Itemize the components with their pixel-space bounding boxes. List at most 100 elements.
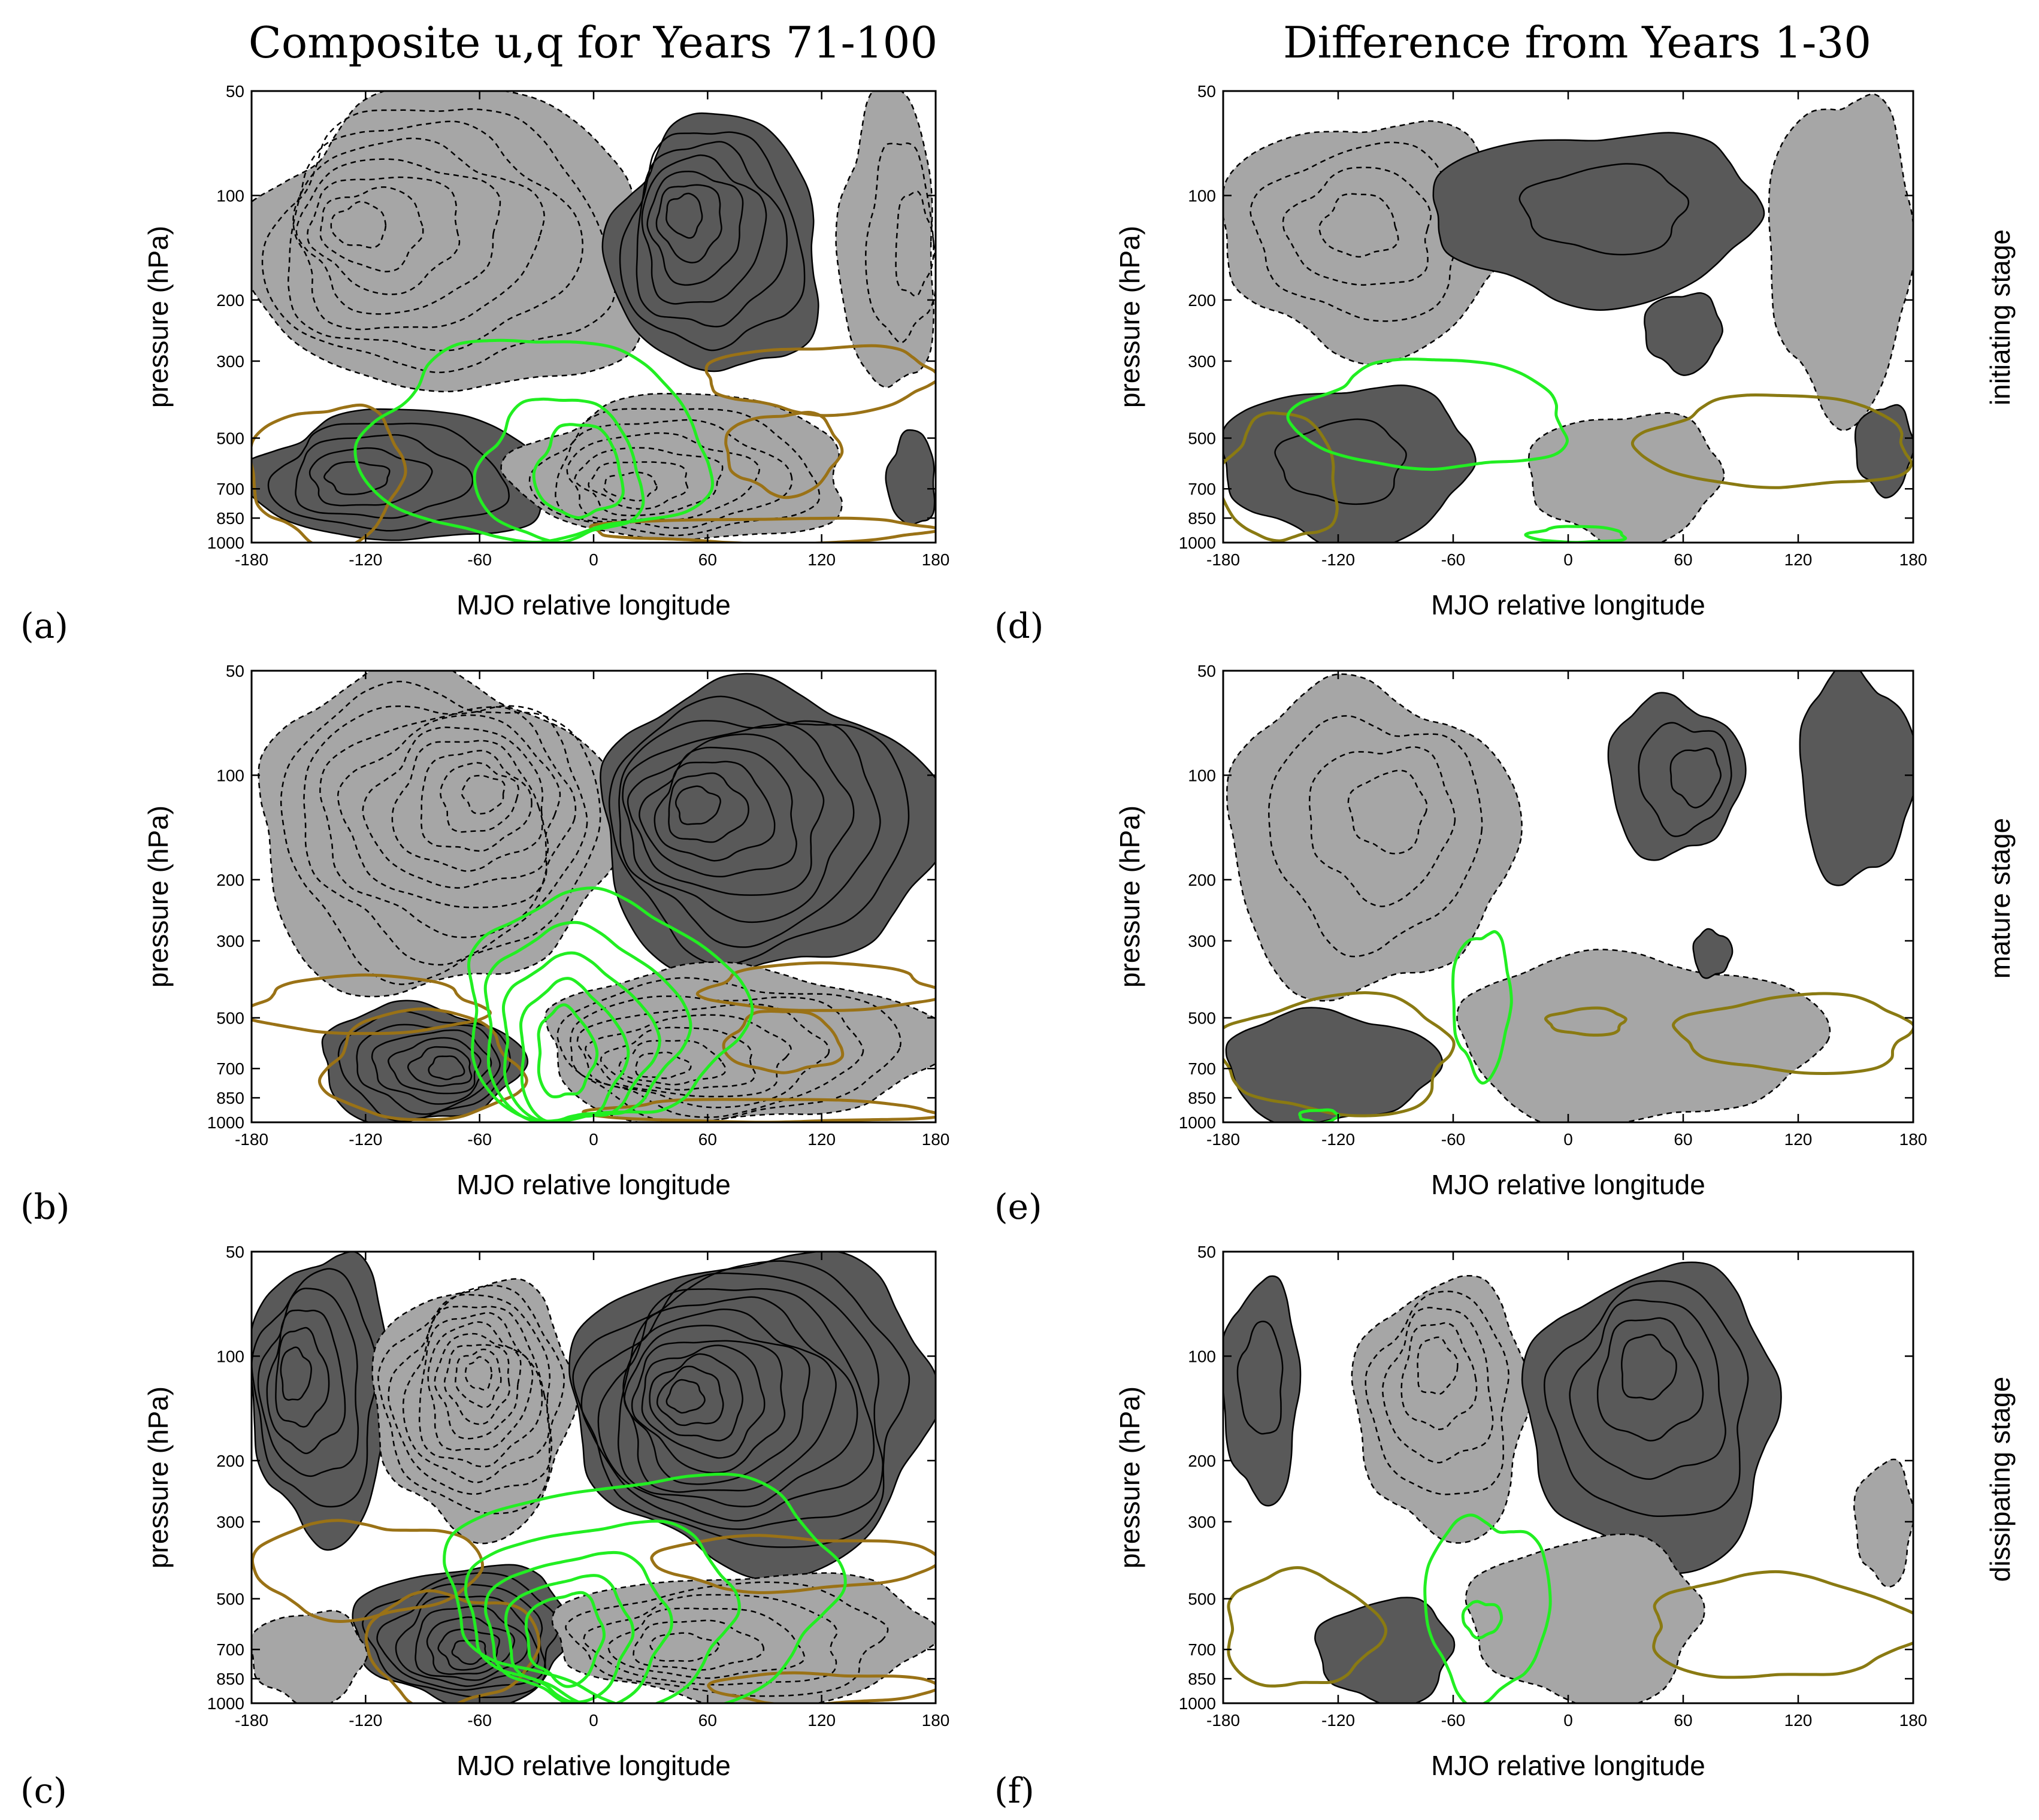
dashed-contour-line xyxy=(307,176,461,295)
green-contour xyxy=(519,977,630,1122)
x-axis-title: MJO relative longitude xyxy=(1431,1169,1705,1200)
negative-anomaly-region xyxy=(1351,1274,1532,1544)
x-tick-label: -60 xyxy=(467,550,491,569)
positive-anomaly-region xyxy=(1521,1261,1782,1574)
y-tick-label: 300 xyxy=(216,352,244,371)
x-tick-label: -120 xyxy=(349,550,382,569)
solid-contour-line xyxy=(654,761,776,862)
x-tick-label: -180 xyxy=(1206,1130,1240,1149)
y-tick-label: 500 xyxy=(1188,1590,1216,1609)
x-tick-label: -60 xyxy=(467,1711,491,1730)
y-axis-title: pressure (hPa) xyxy=(1114,1386,1145,1568)
anomaly-shading xyxy=(1351,1274,1532,1544)
plot-area xyxy=(252,1252,936,1703)
dashed-contour-line xyxy=(464,1356,493,1391)
anomaly-shading xyxy=(1465,1533,1705,1703)
panel-d: -180 -120 -60 0 60 120 180 50 100 200 300 500 700 850… xyxy=(994,82,1927,646)
dashed-contour-line xyxy=(1268,715,1483,958)
plot-area xyxy=(1223,1252,1913,1703)
dashed-contour-line xyxy=(555,419,793,529)
anomaly-shading xyxy=(1223,1275,1302,1507)
positive-anomaly-region xyxy=(601,112,819,373)
y-tick-label: 700 xyxy=(216,1640,244,1659)
y-tick-label: 200 xyxy=(1188,291,1216,310)
brown-contour xyxy=(364,1589,541,1703)
anomaly-shading xyxy=(1432,132,1765,311)
brown-contour xyxy=(582,1098,936,1122)
brown-contour xyxy=(317,1007,528,1121)
positive-anomaly-region xyxy=(1432,132,1765,311)
y-tick-label: 700 xyxy=(1188,1059,1216,1078)
green-contour xyxy=(501,951,661,1122)
dashed-contour-line xyxy=(330,201,387,249)
y-tick-label: 850 xyxy=(1188,509,1216,528)
panel-c: -180 -120 -60 0 60 120 180 50 100 200 300 500 700 850… xyxy=(20,1243,949,1811)
solid-contour-line xyxy=(1274,418,1407,505)
dashed-contour-line xyxy=(528,408,821,537)
negative-anomaly-region xyxy=(258,671,631,998)
anomaly-shading xyxy=(544,961,936,1122)
dashed-contour-line xyxy=(418,1312,543,1468)
solid-contour-line xyxy=(371,1029,492,1105)
negative-anomaly-region xyxy=(1226,673,1523,1002)
solid-contour-line xyxy=(1638,722,1732,837)
brown-contour xyxy=(1223,991,1456,1118)
negative-anomaly-region xyxy=(1527,412,1725,543)
dashed-contour-line xyxy=(261,108,616,374)
panel-letter: (a) xyxy=(20,605,68,646)
anomaly-shading xyxy=(1853,1458,1913,1588)
y-tick-label: 50 xyxy=(226,662,244,680)
solid-contour-line xyxy=(622,723,855,923)
green-contour xyxy=(1524,525,1627,543)
solid-contour-line xyxy=(1236,1321,1284,1435)
solid-contour-line xyxy=(1518,163,1690,256)
x-tick-label: 120 xyxy=(1784,550,1813,569)
dashed-contour-line xyxy=(292,137,545,331)
solid-contour-line xyxy=(257,1288,359,1477)
solid-contour-line xyxy=(395,1595,540,1687)
solid-contour-line xyxy=(641,154,767,305)
y-tick-label: 1000 xyxy=(1179,1694,1216,1713)
solid-contour-line xyxy=(437,1628,500,1671)
solid-contour-line xyxy=(1596,1317,1704,1442)
x-tick-label: -60 xyxy=(1441,550,1465,569)
dashed-contour-line xyxy=(1282,166,1432,286)
anomaly-shading xyxy=(1521,1261,1782,1574)
dashed-contour-line xyxy=(461,774,506,815)
y-tick-label: 500 xyxy=(216,1590,244,1609)
green-contour xyxy=(1461,1600,1503,1640)
solid-contour-line xyxy=(668,772,749,843)
positive-anomaly-region xyxy=(1223,384,1477,543)
dashed-contour-line xyxy=(288,120,583,352)
x-tick-label: 180 xyxy=(1899,1130,1928,1149)
dashed-contour-line xyxy=(319,706,577,938)
brown-contour xyxy=(1223,411,1339,543)
y-tick-label: 500 xyxy=(216,429,244,448)
anomaly-shading xyxy=(1226,673,1523,1002)
brown-contour xyxy=(707,1671,936,1703)
dashed-contour-line xyxy=(362,726,549,889)
negative-anomaly-region xyxy=(544,961,936,1122)
brown-contour xyxy=(1227,1566,1388,1688)
dashed-contour-line xyxy=(319,186,424,272)
y-tick-label: 200 xyxy=(1188,871,1216,889)
solid-contour-line xyxy=(624,1325,810,1485)
dashed-contour-line xyxy=(1382,1307,1494,1464)
negative-anomaly-region xyxy=(835,91,936,388)
y-tick-label: 1000 xyxy=(207,1113,244,1132)
y-tick-label: 200 xyxy=(216,1452,244,1470)
panel-letter: (c) xyxy=(20,1770,67,1811)
panel-f: -180 -120 -60 0 60 120 180 50 100 200 300 500 700 850… xyxy=(994,1243,1927,1811)
x-tick-label: 60 xyxy=(1674,1711,1692,1730)
solid-contour-line xyxy=(266,1309,346,1455)
x-tick-label: 60 xyxy=(1674,550,1692,569)
y-axis-title: pressure (hPa) xyxy=(1114,805,1145,988)
y-tick-label: 850 xyxy=(216,509,244,528)
green-contour xyxy=(473,397,645,543)
x-tick-label: -180 xyxy=(235,1711,268,1730)
y-tick-label: 50 xyxy=(226,82,244,101)
brown-contour xyxy=(724,410,844,499)
solid-contour-line xyxy=(415,1605,529,1681)
x-tick-label: -60 xyxy=(467,1130,491,1149)
x-axis-title: MJO relative longitude xyxy=(1431,1750,1705,1781)
